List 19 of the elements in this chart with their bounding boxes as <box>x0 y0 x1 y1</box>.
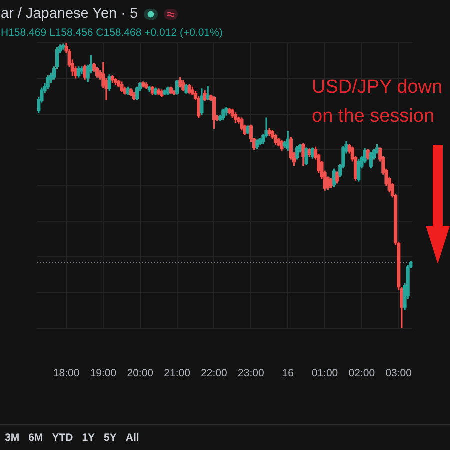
annotation: USD/JPY down on the session <box>312 76 444 129</box>
text: 6M <box>28 432 44 444</box>
text: YTD <box>52 432 74 444</box>
x-tick-label: 01:00 <box>312 368 338 380</box>
x-tick-label: 19:00 <box>90 368 117 380</box>
x-tick-label: 16 <box>282 368 294 380</box>
text: 3M <box>5 432 20 444</box>
x-tick-label: 02:00 <box>348 368 376 380</box>
x-tick-label: 21:00 <box>164 368 191 380</box>
x-tick-label: 03:00 <box>386 368 412 380</box>
text: 5Y <box>104 432 117 444</box>
text: 1Y <box>82 432 96 444</box>
chart-subtitle: H158.469 L158.456 C158.468 +0.012 (+0.01%) <box>1 27 223 40</box>
x-tick-label: 20:00 <box>127 368 154 380</box>
x-tick-label: 23:00 <box>238 368 264 380</box>
x-tick-label: 22:00 <box>201 368 228 380</box>
text: All <box>126 432 140 444</box>
x-tick-label: 18:00 <box>53 368 80 380</box>
chart-title: ar / Japanese Yen · 5 <box>1 6 138 23</box>
